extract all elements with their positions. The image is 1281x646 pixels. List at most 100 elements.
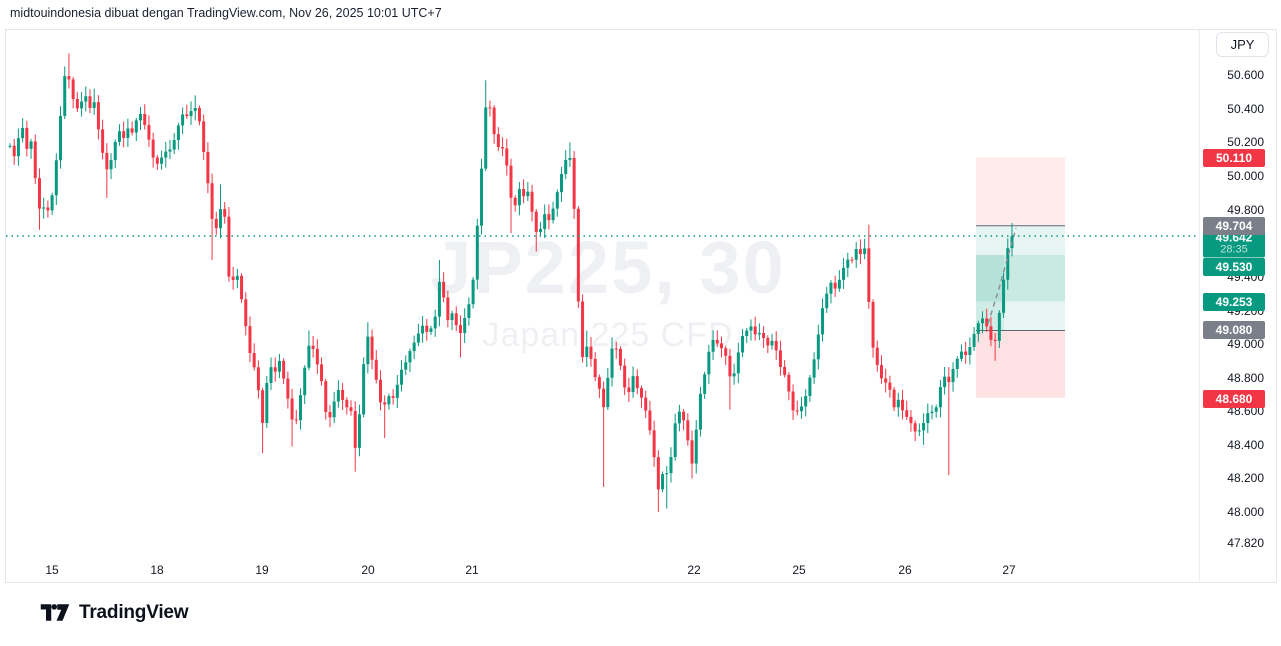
candle [21, 118, 25, 143]
candle [719, 336, 723, 358]
candle [513, 195, 517, 212]
candle [943, 366, 947, 395]
candle [623, 358, 627, 395]
candle [63, 66, 67, 120]
price-axis-label: 48.200 [1227, 471, 1264, 485]
candle [955, 356, 959, 378]
candle [981, 311, 985, 334]
candle [795, 400, 799, 416]
candle [947, 367, 951, 476]
candle [564, 150, 568, 180]
candle [378, 370, 382, 411]
candle [277, 353, 281, 379]
time-axis-label: 19 [255, 563, 269, 577]
candle [804, 389, 808, 417]
candle [547, 204, 551, 230]
projection-arrow[interactable] [987, 227, 1017, 325]
time-axis-label: 25 [792, 563, 806, 577]
price-axis-label: 49.000 [1227, 337, 1264, 351]
candle [244, 292, 248, 336]
candle [917, 423, 921, 437]
candle [913, 420, 917, 442]
candle [181, 107, 185, 135]
candle [46, 200, 50, 218]
candle [458, 315, 462, 358]
price-axis-label: 50.200 [1227, 135, 1264, 149]
candle [501, 137, 505, 157]
candle [404, 355, 408, 375]
time-axis[interactable]: 15 18 19 20 21 22 25 26 27 [5, 555, 1199, 582]
price-axis[interactable]: 50.600 50.400 50.200 50.000 49.800 49.400 49.2… [1200, 30, 1278, 583]
candle [568, 142, 572, 167]
candle [202, 114, 206, 160]
candle [446, 290, 450, 328]
candle [147, 115, 151, 147]
price-level-badge: 49.704 [1203, 217, 1265, 235]
candle [80, 91, 84, 117]
candle [863, 238, 867, 260]
candle [210, 173, 214, 260]
candle [248, 316, 252, 363]
tradingview-logo[interactable]: TradingView [40, 601, 189, 624]
candle [189, 101, 193, 125]
candle [421, 316, 425, 343]
candle [703, 371, 707, 399]
candle [8, 143, 12, 149]
candle [176, 122, 180, 150]
candle [930, 404, 934, 420]
candle [105, 143, 109, 198]
candle [290, 388, 294, 447]
candle [816, 324, 820, 370]
candle [538, 221, 542, 236]
candle [71, 76, 75, 109]
candle [256, 360, 260, 399]
candle [530, 184, 534, 222]
candle [635, 369, 639, 395]
candle [631, 366, 635, 398]
candle [686, 413, 690, 446]
candle [867, 224, 871, 309]
bar-countdown: 28:35 [1220, 243, 1248, 256]
candle [349, 400, 353, 416]
candle [185, 104, 189, 119]
candle [770, 333, 774, 350]
candle [282, 358, 286, 385]
candle [892, 387, 896, 412]
tradingview-logo-icon [40, 604, 70, 621]
candle [787, 372, 791, 401]
candle [732, 363, 736, 385]
candle [374, 350, 378, 384]
candle [454, 306, 458, 332]
candle [926, 403, 930, 434]
candle [155, 154, 159, 170]
candle [475, 218, 479, 290]
candle [261, 387, 265, 454]
candle [416, 323, 420, 347]
time-axis-label: 18 [150, 563, 164, 577]
candle [707, 344, 711, 385]
candle [480, 158, 484, 235]
candle [753, 316, 757, 341]
candle [117, 124, 121, 146]
candle [783, 360, 787, 378]
candle [366, 322, 370, 374]
candle [526, 182, 530, 202]
candle [690, 430, 694, 479]
time-axis-label: 26 [898, 563, 912, 577]
candle [741, 329, 745, 358]
price-axis-separator [1199, 30, 1200, 583]
position-zone [976, 330, 1065, 398]
candle [345, 397, 349, 415]
candle [509, 158, 513, 234]
candle [286, 371, 290, 409]
candle [884, 368, 888, 393]
candle [976, 320, 980, 342]
currency-toggle-button[interactable]: JPY [1216, 32, 1269, 57]
candle [463, 308, 467, 343]
candle [576, 206, 580, 309]
candle [75, 92, 79, 113]
candle [231, 266, 235, 290]
candle [96, 95, 100, 140]
